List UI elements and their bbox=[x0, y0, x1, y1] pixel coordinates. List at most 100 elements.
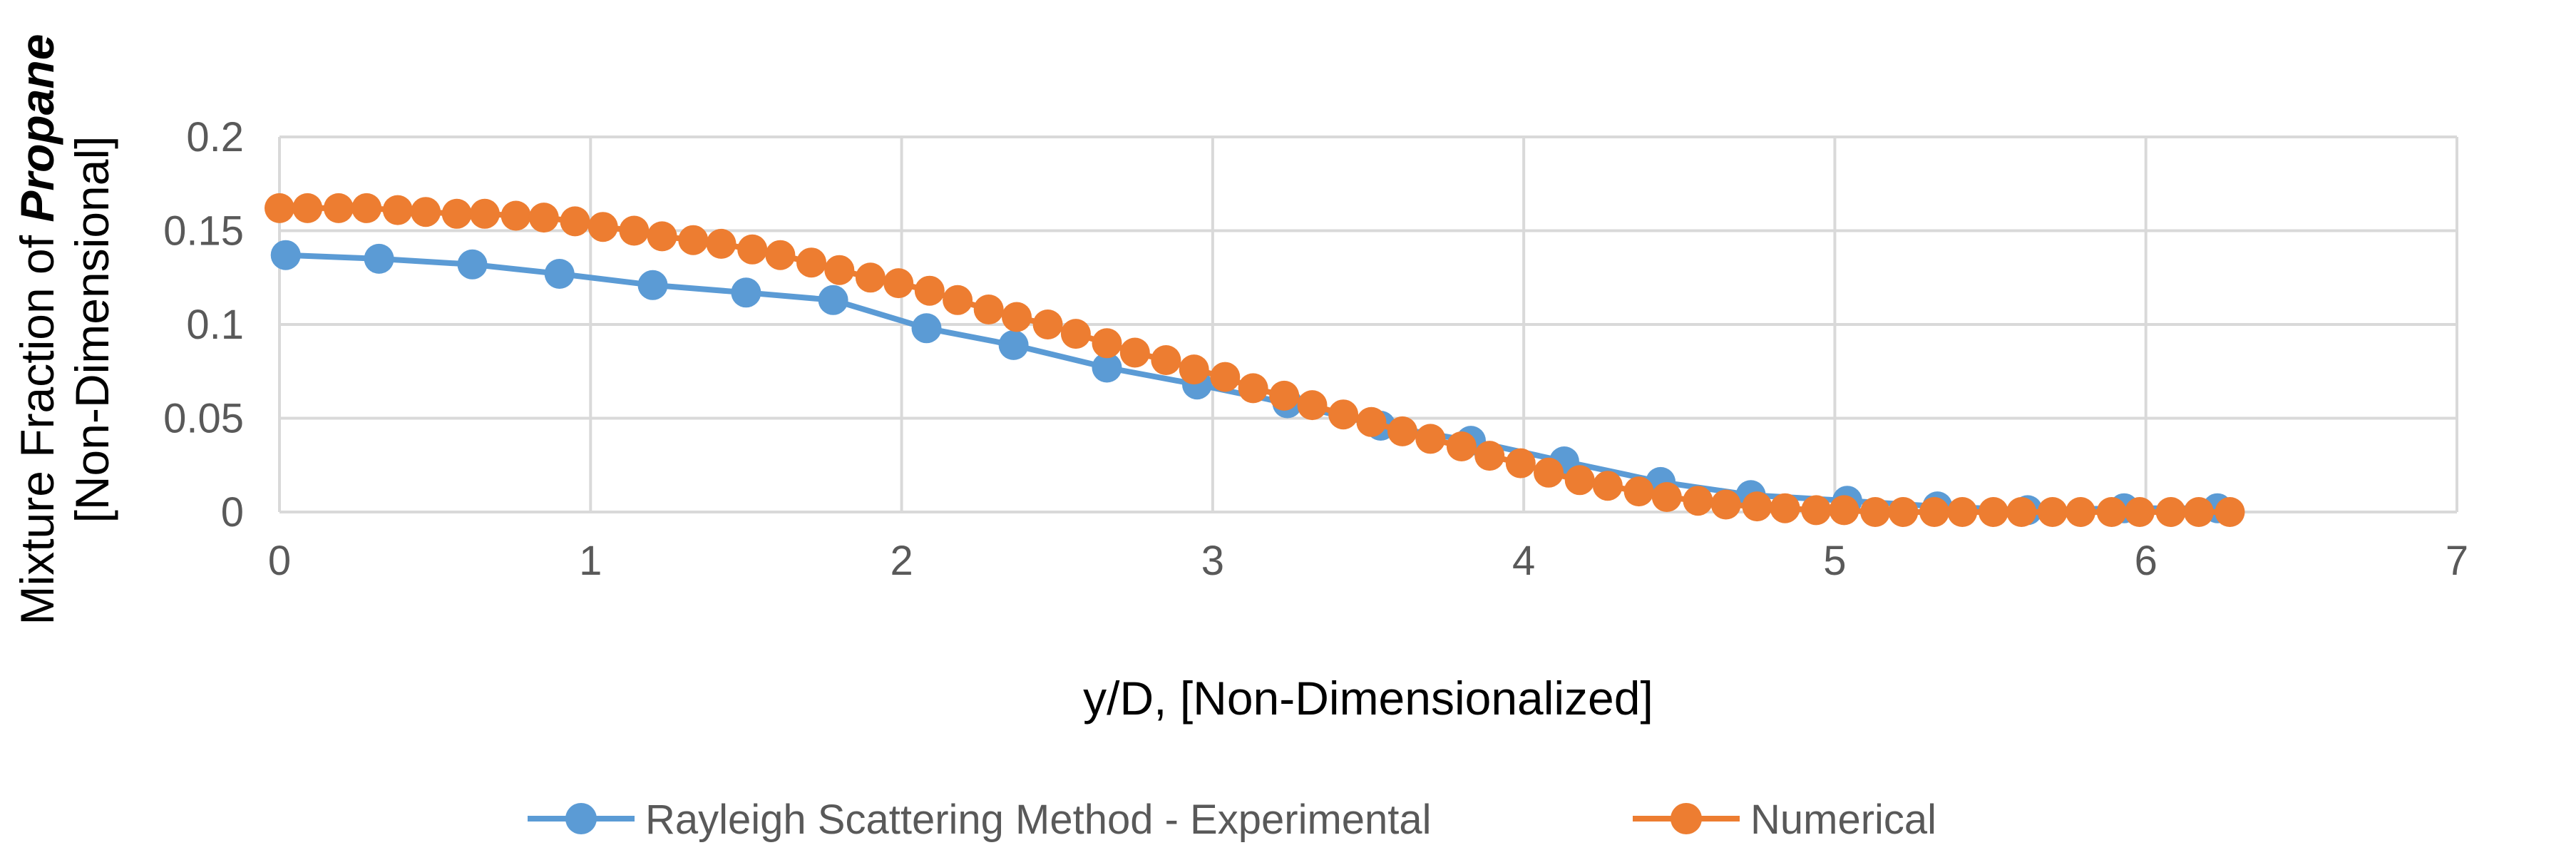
series-0-point-8 bbox=[998, 329, 1029, 360]
series-1-point-36 bbox=[1328, 399, 1359, 430]
y-tick-label-1: 0.05 bbox=[163, 396, 244, 442]
series-1-point-21 bbox=[883, 268, 914, 299]
series-1-point-28 bbox=[1092, 328, 1122, 359]
series-1-point-30 bbox=[1151, 345, 1181, 375]
series-1-point-39 bbox=[1415, 424, 1446, 454]
series-1-point-6 bbox=[441, 198, 472, 229]
series-1-point-4 bbox=[382, 195, 413, 225]
series-1-point-40 bbox=[1446, 431, 1477, 461]
series-1-point-53 bbox=[1829, 495, 1859, 526]
series-1-point-44 bbox=[1564, 465, 1595, 496]
x-tick-labels: 0 1 2 3 4 5 6 7 bbox=[268, 538, 2468, 584]
series-1-point-3 bbox=[351, 193, 382, 223]
series-1-point-57 bbox=[1947, 497, 1978, 527]
y-tick-label-3: 0.15 bbox=[163, 208, 244, 255]
y-axis-title-line2: [Non-Dimensional] bbox=[66, 136, 118, 523]
series-1-point-61 bbox=[2066, 497, 2096, 527]
series-1-point-59 bbox=[2006, 497, 2037, 527]
series-1-point-62 bbox=[2096, 497, 2127, 527]
series-layer bbox=[265, 193, 2245, 527]
series-1-point-45 bbox=[1592, 471, 1623, 501]
series-1-point-10 bbox=[560, 206, 590, 237]
series-0-point-2 bbox=[457, 249, 488, 280]
series-0-point-4 bbox=[637, 270, 668, 300]
series-1-point-7 bbox=[469, 198, 500, 229]
x-tick-label-0: 0 bbox=[268, 538, 291, 584]
x-axis-title: y/D, [Non-Dimensionalized] bbox=[1083, 672, 1653, 725]
series-1-point-9 bbox=[528, 203, 559, 233]
series-1-point-34 bbox=[1269, 380, 1300, 411]
x-tick-label-7: 7 bbox=[2446, 538, 2468, 584]
legend: Rayleigh Scattering Method - Experimenta… bbox=[528, 797, 1936, 843]
series-1-point-13 bbox=[647, 221, 677, 252]
series-1-point-32 bbox=[1210, 362, 1241, 392]
series-1-point-37 bbox=[1356, 406, 1387, 437]
series-1-point-2 bbox=[323, 193, 354, 223]
series-0-point-1 bbox=[364, 243, 394, 274]
y-axis-title-prefix: Mixture Fraction of bbox=[11, 222, 63, 625]
series-0-point-9 bbox=[1092, 352, 1122, 383]
series-1-point-16 bbox=[737, 234, 768, 265]
series-1-point-49 bbox=[1710, 489, 1741, 520]
series-1-point-51 bbox=[1770, 493, 1800, 523]
series-1-point-65 bbox=[2183, 497, 2214, 527]
series-0-point-7 bbox=[911, 313, 942, 344]
series-1-point-0 bbox=[265, 193, 294, 223]
series-line-1 bbox=[277, 205, 2233, 515]
x-tick-label-5: 5 bbox=[1823, 538, 1846, 584]
series-1-point-43 bbox=[1534, 457, 1564, 488]
series-1-point-5 bbox=[411, 197, 441, 227]
series-1-point-42 bbox=[1505, 448, 1536, 478]
series-1-point-18 bbox=[796, 247, 826, 278]
legend-label-0: Rayleigh Scattering Method - Experimenta… bbox=[645, 797, 1432, 843]
series-1-point-56 bbox=[1919, 497, 1949, 527]
legend-label-1: Numerical bbox=[1750, 797, 1936, 843]
series-0-point-5 bbox=[731, 277, 761, 308]
y-tick-label-2: 0.1 bbox=[186, 302, 244, 348]
series-0-point-3 bbox=[544, 259, 575, 289]
series-1-point-35 bbox=[1297, 390, 1328, 421]
series-1-point-55 bbox=[1888, 497, 1919, 527]
series-1-point-48 bbox=[1683, 486, 1713, 516]
series-1-point-26 bbox=[1032, 309, 1063, 339]
series-1-point-14 bbox=[678, 225, 709, 255]
series-1-point-11 bbox=[587, 212, 618, 242]
y-axis-title-line1: Mixture Fraction of Propane bbox=[11, 34, 63, 625]
series-1-point-38 bbox=[1387, 416, 1417, 446]
series-1-point-41 bbox=[1474, 441, 1505, 471]
y-tick-labels: 0 0.05 0.1 0.15 0.2 bbox=[163, 114, 244, 536]
series-1-point-50 bbox=[1742, 491, 1772, 522]
x-tick-label-3: 3 bbox=[1201, 538, 1224, 584]
legend-swatch-marker-1 bbox=[1671, 803, 1702, 834]
series-1-point-64 bbox=[2155, 497, 2186, 527]
series-1-point-58 bbox=[1978, 497, 2008, 527]
series-1-point-54 bbox=[1860, 497, 1891, 527]
y-axis-title-emphasis: Propane bbox=[11, 34, 63, 222]
series-1-point-15 bbox=[706, 228, 737, 259]
series-1-point-22 bbox=[914, 275, 945, 306]
series-1-point-25 bbox=[1002, 302, 1032, 332]
series-1-point-63 bbox=[2125, 497, 2155, 527]
gridlines bbox=[278, 135, 2458, 513]
series-1-point-66 bbox=[2215, 497, 2245, 527]
series-1-point-52 bbox=[1801, 495, 1832, 526]
series-1-point-12 bbox=[619, 215, 650, 246]
series-1-point-29 bbox=[1119, 337, 1150, 368]
series-1-point-27 bbox=[1060, 319, 1091, 349]
y-tick-label-4: 0.2 bbox=[186, 114, 244, 160]
y-axis-title: Mixture Fraction of Propane [Non-Dimensi… bbox=[11, 34, 118, 625]
series-1-point-46 bbox=[1623, 476, 1654, 507]
y-tick-label-0: 0 bbox=[221, 489, 244, 536]
legend-entry-0: Rayleigh Scattering Method - Experimenta… bbox=[528, 797, 1432, 843]
series-1-point-8 bbox=[501, 200, 531, 231]
series-1-point-17 bbox=[765, 240, 796, 270]
x-tick-label-2: 2 bbox=[890, 538, 913, 584]
series-0-point-6 bbox=[818, 285, 848, 315]
series-1-point-19 bbox=[824, 255, 855, 285]
series-1-point-31 bbox=[1179, 354, 1209, 385]
series-1-point-33 bbox=[1238, 373, 1268, 404]
series-1-point-23 bbox=[943, 285, 973, 315]
series-1-point-60 bbox=[2037, 497, 2068, 527]
series-1-point-47 bbox=[1651, 482, 1682, 512]
